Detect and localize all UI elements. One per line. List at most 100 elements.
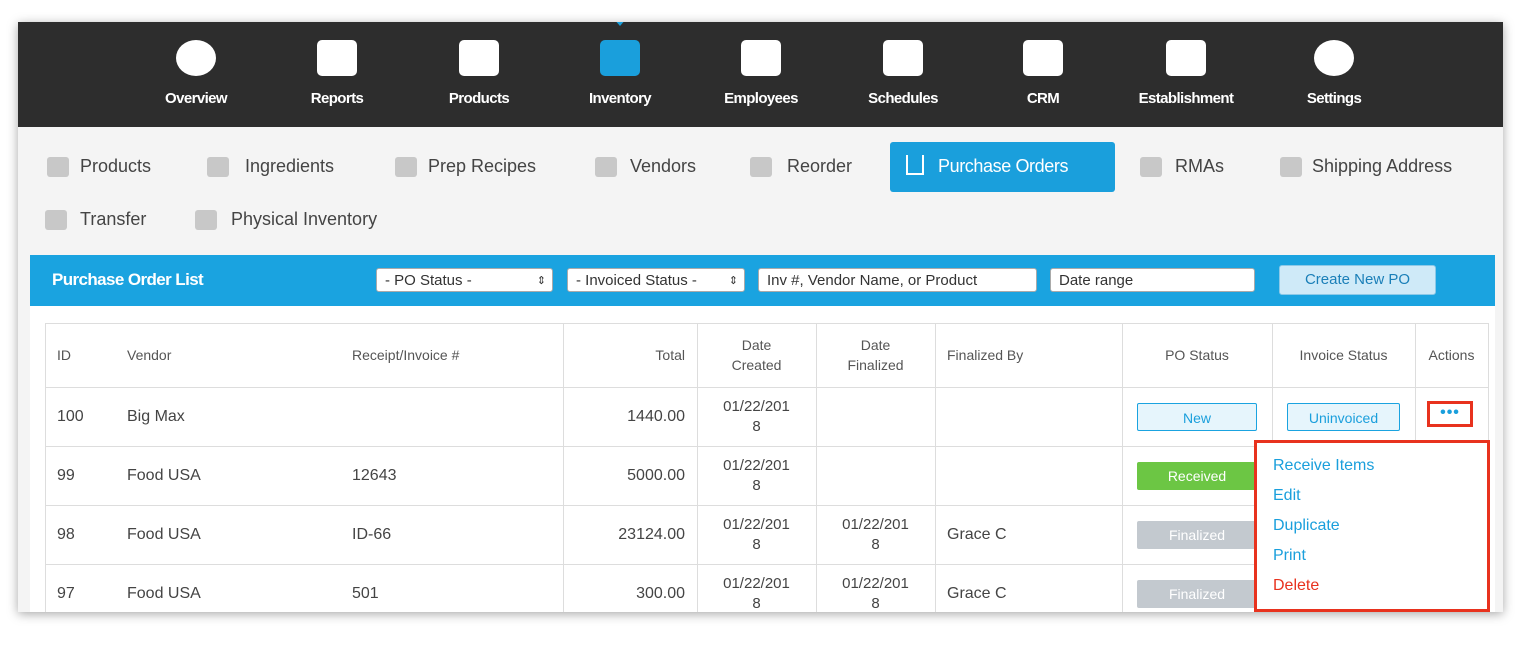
subnav-item[interactable]: Transfer xyxy=(80,209,147,229)
date-cell: 01/22/2018 xyxy=(723,457,790,494)
invoiced-status-select[interactable]: - Invoiced Status - ⇕ xyxy=(567,268,745,292)
column-header: ID xyxy=(57,347,71,363)
status-badge: Received xyxy=(1137,462,1257,490)
table-border xyxy=(697,323,698,612)
table-cell: Food USA xyxy=(127,525,201,543)
menu-item[interactable]: Edit xyxy=(1273,487,1301,504)
active-indicator xyxy=(613,22,627,26)
table-cell: 98 xyxy=(57,525,75,543)
nav-item[interactable]: Inventory xyxy=(560,22,680,127)
nav-label: Settings xyxy=(1306,90,1362,107)
subnav-icon xyxy=(207,157,229,177)
nav-item[interactable]: Overview xyxy=(136,22,256,127)
table-panel: ID Vendor Receipt/Invoice # Total Date Creat… xyxy=(30,306,1495,612)
nav-item[interactable]: Employees xyxy=(701,22,821,127)
table-cell: 97 xyxy=(57,584,75,602)
nav-item[interactable]: Products xyxy=(419,22,539,127)
nav-label: Establishment xyxy=(1138,90,1234,107)
nav-item[interactable]: CRM xyxy=(983,22,1103,127)
menu-item[interactable]: Print xyxy=(1273,547,1306,564)
date-range-input[interactable]: Date range xyxy=(1050,268,1255,292)
search-input[interactable]: Inv #, Vendor Name, or Product xyxy=(758,268,1037,292)
menu-item[interactable]: Duplicate xyxy=(1273,517,1340,534)
nav-label: Products xyxy=(448,90,510,107)
nav-icon xyxy=(176,40,216,76)
table-cell: 12643 xyxy=(352,466,397,484)
nav-icon xyxy=(1314,40,1354,76)
actions-button[interactable]: ••• xyxy=(1427,401,1473,427)
nav-label: Overview xyxy=(165,90,228,107)
subnav-item[interactable]: RMAs xyxy=(1175,156,1224,176)
column-header: Total xyxy=(655,347,685,363)
table-cell: 23124.00 xyxy=(618,525,685,543)
table-cell: 99 xyxy=(57,466,75,484)
subnav-item[interactable]: Ingredients xyxy=(245,156,335,176)
nav-label: Schedules xyxy=(868,90,938,107)
table-border xyxy=(45,564,1488,565)
status-badge: Finalized xyxy=(1137,580,1257,608)
nav-icon xyxy=(1023,40,1063,76)
table-border xyxy=(816,323,817,612)
nav-item[interactable]: Establishment xyxy=(1126,22,1246,127)
table-cell: Grace C xyxy=(947,525,1007,543)
nav-icon xyxy=(600,40,640,76)
column-header: Date Finalized xyxy=(847,337,904,373)
subnav-item[interactable]: Vendors xyxy=(630,156,697,176)
subnav-icon xyxy=(395,157,417,177)
create-po-button[interactable]: Create New PO xyxy=(1279,265,1436,295)
subnav-item[interactable]: Products xyxy=(80,156,152,176)
table-cell: Grace C xyxy=(947,584,1007,602)
subnav-icon xyxy=(47,157,69,177)
top-nav: Overview Reports Products Inventory Employee… xyxy=(18,22,1503,127)
column-header: Finalized By xyxy=(947,347,1024,363)
subnav-item-active[interactable]: Purchase Orders xyxy=(890,142,1115,192)
table-cell: 300.00 xyxy=(636,584,685,602)
subnav-item[interactable]: Prep Recipes xyxy=(428,156,537,176)
column-header: Vendor xyxy=(127,347,172,363)
date-cell: 01/22/2018 xyxy=(723,398,790,435)
nav-item[interactable]: Reports xyxy=(277,22,397,127)
nav-icon xyxy=(741,40,781,76)
subnav-item[interactable]: Physical Inventory xyxy=(231,209,378,229)
nav-icon xyxy=(883,40,923,76)
subnav-icon xyxy=(595,157,617,177)
nav-icon xyxy=(459,40,499,76)
table-cell: 100 xyxy=(57,407,84,425)
po-status-select[interactable]: - PO Status - ⇕ xyxy=(376,268,553,292)
table-border xyxy=(45,323,1488,324)
nav-label: Reports xyxy=(310,90,364,107)
nav-label: CRM xyxy=(1026,90,1060,107)
menu-item[interactable]: Receive Items xyxy=(1273,457,1375,474)
menu-item[interactable]: Delete xyxy=(1273,577,1320,594)
date-cell: 01/22/2018 xyxy=(723,575,790,612)
table-cell: ID-66 xyxy=(352,525,392,543)
nav-item[interactable]: Settings xyxy=(1274,22,1394,127)
table-border xyxy=(45,387,1488,388)
subnav-icon xyxy=(1280,157,1302,177)
table-cell: Big Max xyxy=(127,407,185,425)
table-cell: 5000.00 xyxy=(627,466,685,484)
column-header: Actions xyxy=(1428,347,1475,363)
subnav-item[interactable]: Shipping Address xyxy=(1312,156,1453,176)
subnav-icon xyxy=(750,157,772,177)
subnav-item[interactable]: Reorder xyxy=(787,156,853,176)
nav-item[interactable]: Schedules xyxy=(843,22,963,127)
subnav-icon xyxy=(45,210,67,230)
column-header: PO Status xyxy=(1165,347,1229,363)
date-cell: 01/22/2018 xyxy=(723,516,790,553)
select-label: - PO Status - xyxy=(385,272,472,289)
app-window: Overview Reports Products Inventory Employee… xyxy=(18,22,1503,612)
placeholder: Date range xyxy=(1059,272,1134,289)
table-border xyxy=(45,505,1488,506)
column-header: Invoice Status xyxy=(1299,347,1388,363)
table-cell: Food USA xyxy=(127,466,201,484)
table-border xyxy=(45,323,46,612)
status-badge: New xyxy=(1137,403,1257,431)
select-label: - Invoiced Status - xyxy=(576,272,697,289)
actions-menu: Receive Items Edit Duplicate Print Delete xyxy=(1254,440,1490,612)
column-header: Date Created xyxy=(731,337,782,373)
table-cell: 501 xyxy=(352,584,379,602)
table-border xyxy=(1122,323,1123,612)
table-cell: 1440.00 xyxy=(627,407,685,425)
